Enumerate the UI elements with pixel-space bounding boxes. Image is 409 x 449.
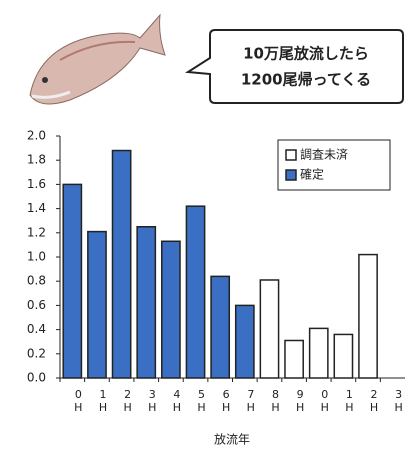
x-tick-label: 5H (195, 388, 208, 414)
legend-label: 確定 (300, 167, 324, 182)
y-tick-label: 0.8 (27, 274, 46, 288)
bar (333, 333, 354, 379)
bar (136, 226, 157, 379)
y-tick-label: 0.2 (27, 346, 46, 360)
x-tick-label: 0H (318, 388, 331, 414)
y-tick-label: 1.2 (27, 225, 46, 239)
y-tick-label: 0.4 (27, 322, 46, 336)
fish (29, 13, 166, 105)
bar (111, 149, 132, 379)
x-tick-label: 0H (72, 388, 85, 414)
legend-swatch (285, 149, 297, 161)
bubble-line: 10万尾放流したら (243, 45, 369, 63)
x-tick-label: 1H (343, 388, 356, 414)
bar (210, 275, 231, 379)
x-tick-label: 6H (220, 388, 233, 414)
x-axis-label: 放流年 (214, 432, 250, 447)
bar (87, 230, 107, 379)
x-tick-label: 3H (392, 388, 405, 414)
speech-bubble (184, 29, 404, 104)
y-tick-label: 0.6 (27, 298, 46, 312)
bubble-line: 1200尾帰ってくる (241, 71, 371, 89)
y-tick-label: 2.0 (27, 129, 46, 143)
bar (161, 240, 181, 379)
legend-label: 調査未済 (300, 147, 348, 162)
x-tick-label: 1H (96, 388, 109, 414)
y-tick-label: 1.4 (27, 201, 46, 215)
bar (284, 339, 304, 379)
x-tick-label: 9H (294, 388, 307, 414)
bar (259, 279, 280, 379)
bar (234, 304, 255, 379)
x-tick-label: 7H (244, 388, 257, 414)
bar (308, 327, 329, 379)
y-tick-label: 0.0 (27, 371, 46, 385)
x-tick-label: 4H (170, 388, 183, 414)
y-tick-label: 1.6 (27, 177, 46, 191)
y-tick-label: 1.8 (27, 153, 46, 167)
legend-box (277, 139, 391, 191)
bar (185, 205, 206, 379)
bar (62, 183, 83, 379)
x-tick-label: 3H (146, 388, 159, 414)
y-tick-label: 1.0 (27, 250, 46, 264)
x-tick-label: 8H (269, 388, 282, 414)
legend-swatch (285, 169, 297, 181)
x-tick-label: 2H (368, 388, 381, 414)
bar (358, 253, 378, 379)
x-tick-label: 2H (121, 388, 134, 414)
